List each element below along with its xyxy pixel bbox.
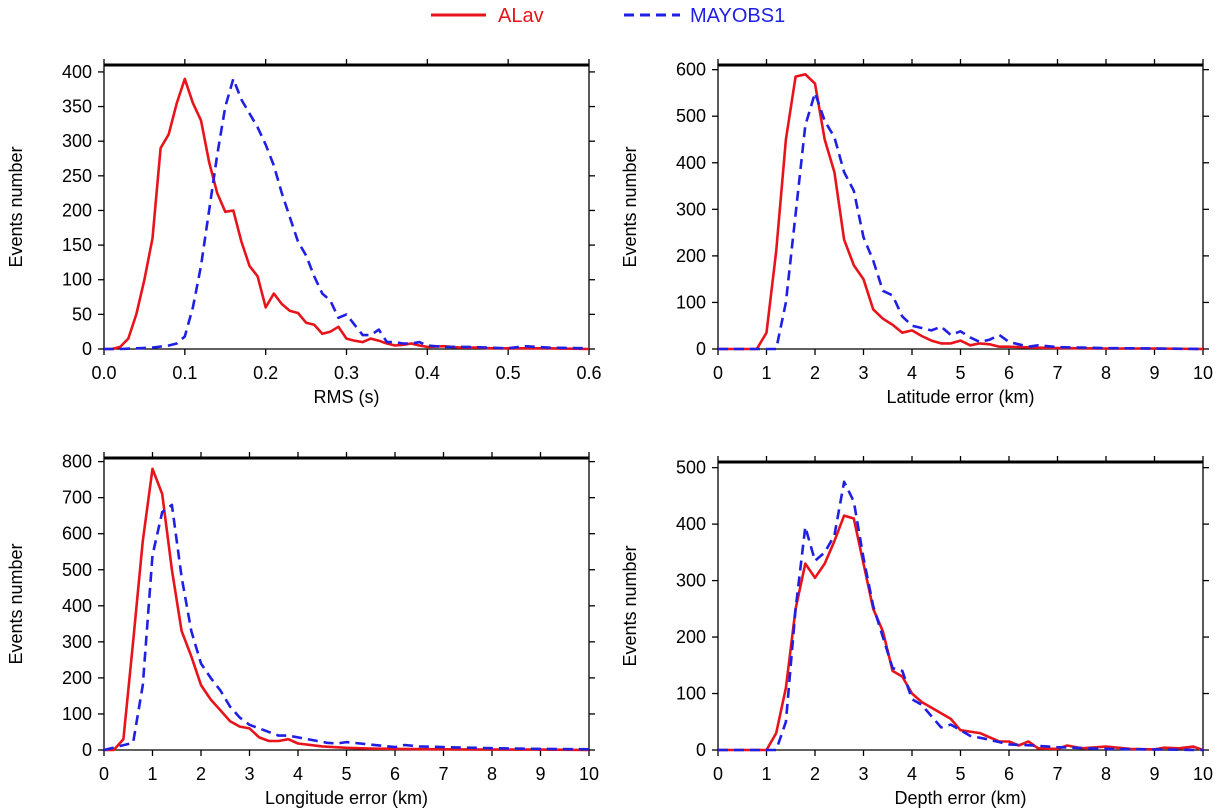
- depth-error-series-mayobs1-line: [718, 480, 1204, 752]
- y-tick-label: 100: [676, 684, 706, 704]
- x-tick-label: 3: [858, 764, 868, 784]
- x-tick-label: 8: [1101, 764, 1111, 784]
- x-tick-label: 0.6: [576, 363, 601, 383]
- y-tick-label: 100: [676, 292, 706, 312]
- rms-series-mayobs1-line: [104, 77, 590, 351]
- x-tick-label: 10: [1193, 363, 1213, 383]
- depth-error-axes: [717, 460, 1204, 751]
- y-tick-label: 200: [676, 246, 706, 266]
- legend: ALav MAYOBS1: [431, 5, 785, 27]
- y-tick-label: 0: [696, 740, 706, 760]
- x-tick-label: 6: [390, 764, 400, 784]
- x-tick-label: 1: [761, 764, 771, 784]
- y-tick-label: 300: [676, 571, 706, 591]
- x-tick-label: 0: [99, 764, 109, 784]
- x-tick-label: 0: [713, 363, 723, 383]
- x-tick-label: 3: [858, 363, 868, 383]
- y-tick-label: 100: [62, 704, 92, 724]
- longitude-error-x-axis-label: Longitude error (km): [265, 788, 428, 808]
- y-tick-label: 400: [62, 596, 92, 616]
- x-tick-label: 5: [955, 764, 965, 784]
- x-tick-label: 5: [341, 764, 351, 784]
- chart-panel-latitude-error: 0 1 2 3 4 5 6 7 8 9 100100200300400500600Latitude …: [620, 59, 1213, 407]
- y-tick-label: 50: [72, 304, 92, 324]
- x-tick-label: 5: [955, 363, 965, 383]
- latitude-error-series-alav-line: [718, 72, 1204, 351]
- latitude-error-y-axis-label: Events number: [620, 146, 640, 267]
- x-tick-label: 4: [907, 363, 917, 383]
- y-tick-label: 400: [676, 153, 706, 173]
- longitude-error-y-axis-label: Events number: [6, 543, 26, 664]
- longitude-error-series-mayobs1-line: [103, 503, 590, 752]
- y-tick-label: 700: [62, 488, 92, 508]
- x-tick-label: 9: [535, 764, 545, 784]
- x-tick-label: 4: [907, 764, 917, 784]
- chart-panel-longitude-error: 0 1 2 3 4 5 6 7 8 9 100100200300400500600700800Lon…: [6, 452, 599, 808]
- x-tick-label: 7: [1052, 764, 1062, 784]
- y-tick-label: 200: [62, 200, 92, 220]
- depth-error-x-axis-label: Depth error (km): [894, 788, 1026, 808]
- y-tick-label: 200: [676, 627, 706, 647]
- y-tick-label: 300: [676, 199, 706, 219]
- y-tick-label: 0: [82, 339, 92, 359]
- x-tick-label: 2: [810, 764, 820, 784]
- rms-y-axis-label: Events number: [6, 146, 26, 267]
- legend-alav-label: ALav: [498, 5, 544, 27]
- x-tick-label: 8: [487, 764, 497, 784]
- y-tick-label: 600: [62, 524, 92, 544]
- y-tick-label: 0: [696, 339, 706, 359]
- y-tick-label: 400: [62, 62, 92, 82]
- x-tick-label: 3: [244, 764, 254, 784]
- y-tick-label: 150: [62, 235, 92, 255]
- x-tick-label: 0.2: [253, 363, 278, 383]
- y-tick-label: 500: [676, 458, 706, 478]
- x-tick-label: 10: [579, 764, 599, 784]
- x-tick-label: 2: [196, 764, 206, 784]
- y-tick-label: 250: [62, 166, 92, 186]
- rms-x-axis-label: RMS (s): [314, 387, 380, 407]
- y-tick-label: 0: [82, 740, 92, 760]
- x-tick-label: 9: [1149, 764, 1159, 784]
- y-tick-label: 200: [62, 668, 92, 688]
- x-tick-label: 0.3: [334, 363, 359, 383]
- latitude-error-x-axis-label: Latitude error (km): [886, 387, 1034, 407]
- x-tick-label: 7: [1052, 363, 1062, 383]
- x-tick-label: 2: [810, 363, 820, 383]
- x-tick-label: 7: [438, 764, 448, 784]
- x-tick-label: 1: [761, 363, 771, 383]
- depth-error-series-alav-line: [718, 514, 1204, 752]
- x-tick-label: 4: [293, 764, 303, 784]
- x-tick-label: 9: [1149, 363, 1159, 383]
- y-tick-label: 500: [62, 560, 92, 580]
- x-tick-label: 10: [1193, 764, 1213, 784]
- x-tick-label: 1: [147, 764, 157, 784]
- rms-series-alav-line: [104, 77, 590, 351]
- legend-mayobs1-label: MAYOBS1: [690, 5, 785, 27]
- y-tick-label: 300: [62, 131, 92, 151]
- y-tick-label: 500: [676, 106, 706, 126]
- y-tick-label: 300: [62, 632, 92, 652]
- x-tick-label: 6: [1004, 764, 1014, 784]
- x-tick-label: 8: [1101, 363, 1111, 383]
- latitude-error-series-mayobs1-line: [718, 91, 1204, 351]
- y-tick-label: 800: [62, 452, 92, 472]
- depth-error-y-axis-label: Events number: [620, 545, 640, 666]
- longitude-error-series-alav-line: [104, 467, 590, 752]
- x-tick-label: 6: [1004, 363, 1014, 383]
- x-tick-label: 0.4: [415, 363, 440, 383]
- x-tick-label: 0.5: [496, 363, 521, 383]
- y-tick-label: 100: [62, 270, 92, 290]
- y-tick-label: 400: [676, 514, 706, 534]
- y-tick-label: 600: [676, 60, 706, 80]
- y-tick-label: 350: [62, 97, 92, 117]
- x-tick-label: 0.1: [172, 363, 197, 383]
- x-tick-label: 0: [713, 764, 723, 784]
- chart-panel-rms: 0.0 0.1 0.2 0.3 0.4 0.5 0.6 0 50 100 150 200 250 300 3…: [6, 59, 602, 407]
- x-tick-label: 0.0: [91, 363, 116, 383]
